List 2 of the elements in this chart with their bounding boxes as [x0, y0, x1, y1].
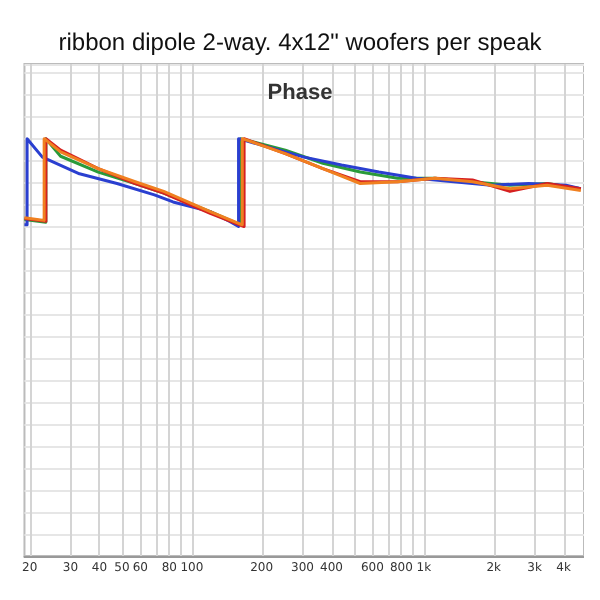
chart-title: ribbon dipole 2-way. 4x12" woofers per speak [58, 28, 544, 56]
chart-subtitle: Phase [267, 81, 333, 105]
